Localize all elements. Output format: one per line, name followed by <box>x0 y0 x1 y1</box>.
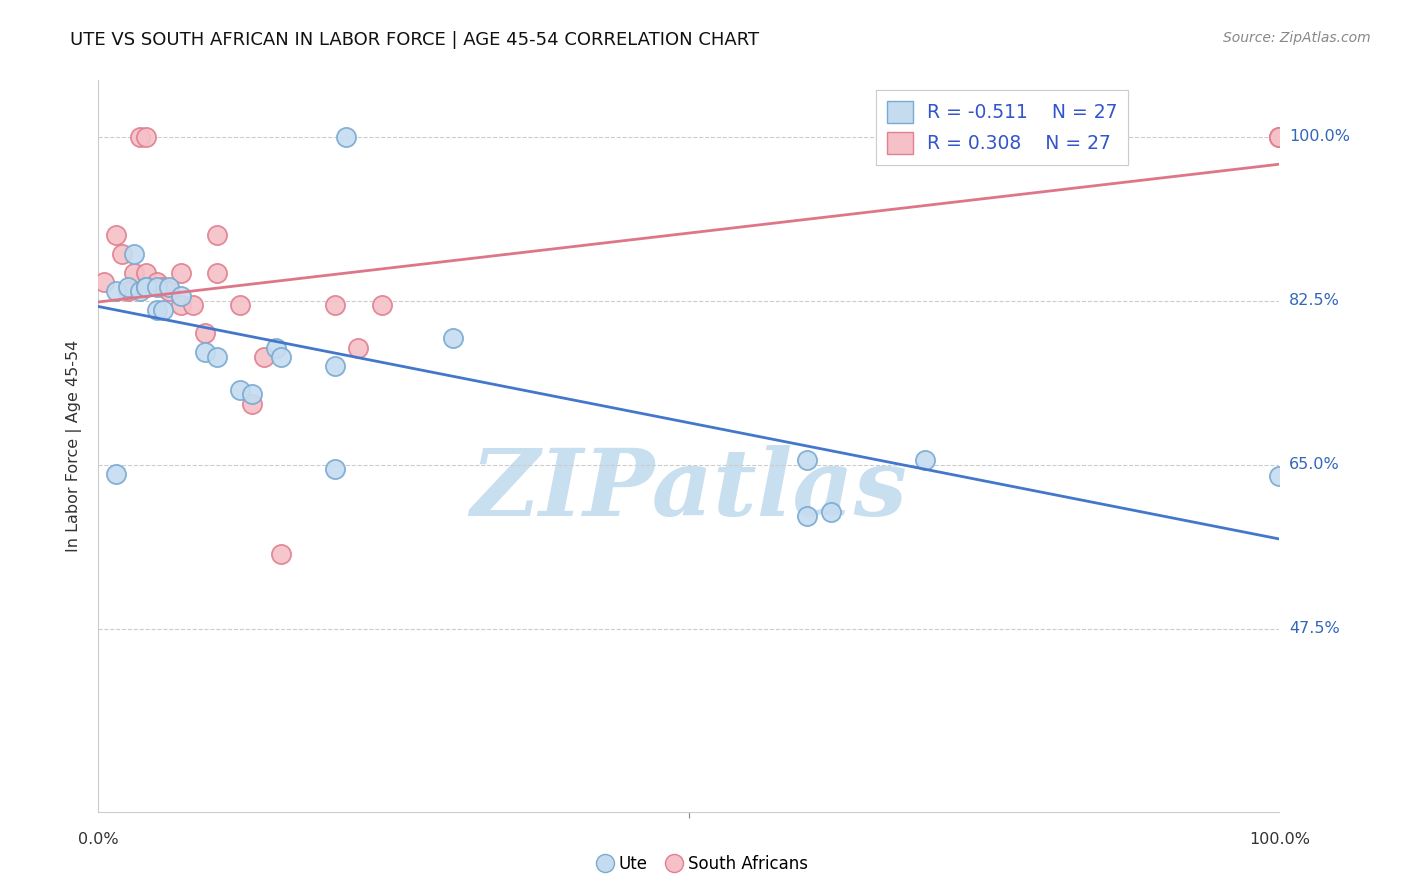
Point <box>146 303 169 318</box>
Point <box>205 227 228 242</box>
Text: 47.5%: 47.5% <box>1289 622 1340 636</box>
Point <box>105 227 128 242</box>
Point <box>157 279 180 293</box>
Point <box>205 266 228 280</box>
Point <box>323 298 346 312</box>
Point <box>796 453 818 467</box>
Text: UTE VS SOUTH AFRICAN IN LABOR FORCE | AGE 45-54 CORRELATION CHART: UTE VS SOUTH AFRICAN IN LABOR FORCE | AG… <box>70 31 759 49</box>
Point <box>152 279 174 293</box>
Y-axis label: In Labor Force | Age 45-54: In Labor Force | Age 45-54 <box>66 340 83 552</box>
Point <box>270 350 292 364</box>
Legend: R = -0.511    N = 27, R = 0.308    N = 27: R = -0.511 N = 27, R = 0.308 N = 27 <box>876 90 1129 165</box>
Point <box>240 387 263 401</box>
Point <box>335 129 357 144</box>
Point <box>128 129 150 144</box>
Point <box>128 285 150 299</box>
Point <box>194 345 217 359</box>
Point <box>135 266 157 280</box>
Point <box>170 289 193 303</box>
Point <box>1268 469 1291 483</box>
Point <box>1268 129 1291 144</box>
Point <box>270 547 292 561</box>
Point <box>135 279 157 293</box>
Point <box>253 350 276 364</box>
Point <box>441 331 464 345</box>
Point <box>347 341 370 355</box>
Point <box>194 326 217 341</box>
Text: 0.0%: 0.0% <box>79 832 118 847</box>
Point <box>181 298 204 312</box>
Point <box>111 246 134 260</box>
Point <box>170 266 193 280</box>
Point <box>117 285 139 299</box>
Point <box>146 279 169 293</box>
Point <box>371 298 394 312</box>
Point <box>93 275 115 289</box>
Point <box>122 266 145 280</box>
Point <box>1268 129 1291 144</box>
Point <box>146 275 169 289</box>
Point <box>240 397 263 411</box>
Point <box>135 129 157 144</box>
Point <box>796 509 818 524</box>
Point <box>117 279 139 293</box>
Point <box>229 298 252 312</box>
Text: ZIPatlas: ZIPatlas <box>471 445 907 535</box>
Text: 82.5%: 82.5% <box>1289 293 1340 308</box>
Point <box>323 462 346 476</box>
Point <box>157 285 180 299</box>
Text: 65.0%: 65.0% <box>1289 458 1340 472</box>
Point <box>914 453 936 467</box>
Text: 100.0%: 100.0% <box>1249 832 1310 847</box>
Point <box>105 285 128 299</box>
Point <box>105 467 128 482</box>
Point <box>135 279 157 293</box>
Point <box>205 350 228 364</box>
Point <box>170 298 193 312</box>
Point <box>264 341 287 355</box>
Text: Source: ZipAtlas.com: Source: ZipAtlas.com <box>1223 31 1371 45</box>
Point <box>323 359 346 374</box>
Point <box>122 246 145 260</box>
Point <box>152 303 174 318</box>
Point <box>229 383 252 397</box>
Text: 100.0%: 100.0% <box>1289 129 1350 144</box>
Point <box>820 505 842 519</box>
Legend: Ute, South Africans: Ute, South Africans <box>592 848 814 880</box>
Point <box>1268 129 1291 144</box>
